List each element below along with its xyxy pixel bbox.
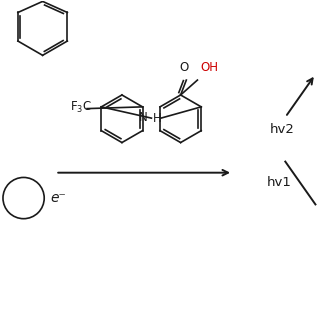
Text: hv1: hv1 — [266, 176, 291, 189]
Text: hv2: hv2 — [269, 124, 294, 136]
Text: OH: OH — [201, 61, 219, 74]
Text: F$_3$C: F$_3$C — [69, 100, 92, 115]
Text: O: O — [179, 61, 188, 74]
Text: e⁻: e⁻ — [51, 191, 67, 205]
Text: H: H — [153, 112, 162, 124]
Text: N: N — [139, 111, 147, 124]
